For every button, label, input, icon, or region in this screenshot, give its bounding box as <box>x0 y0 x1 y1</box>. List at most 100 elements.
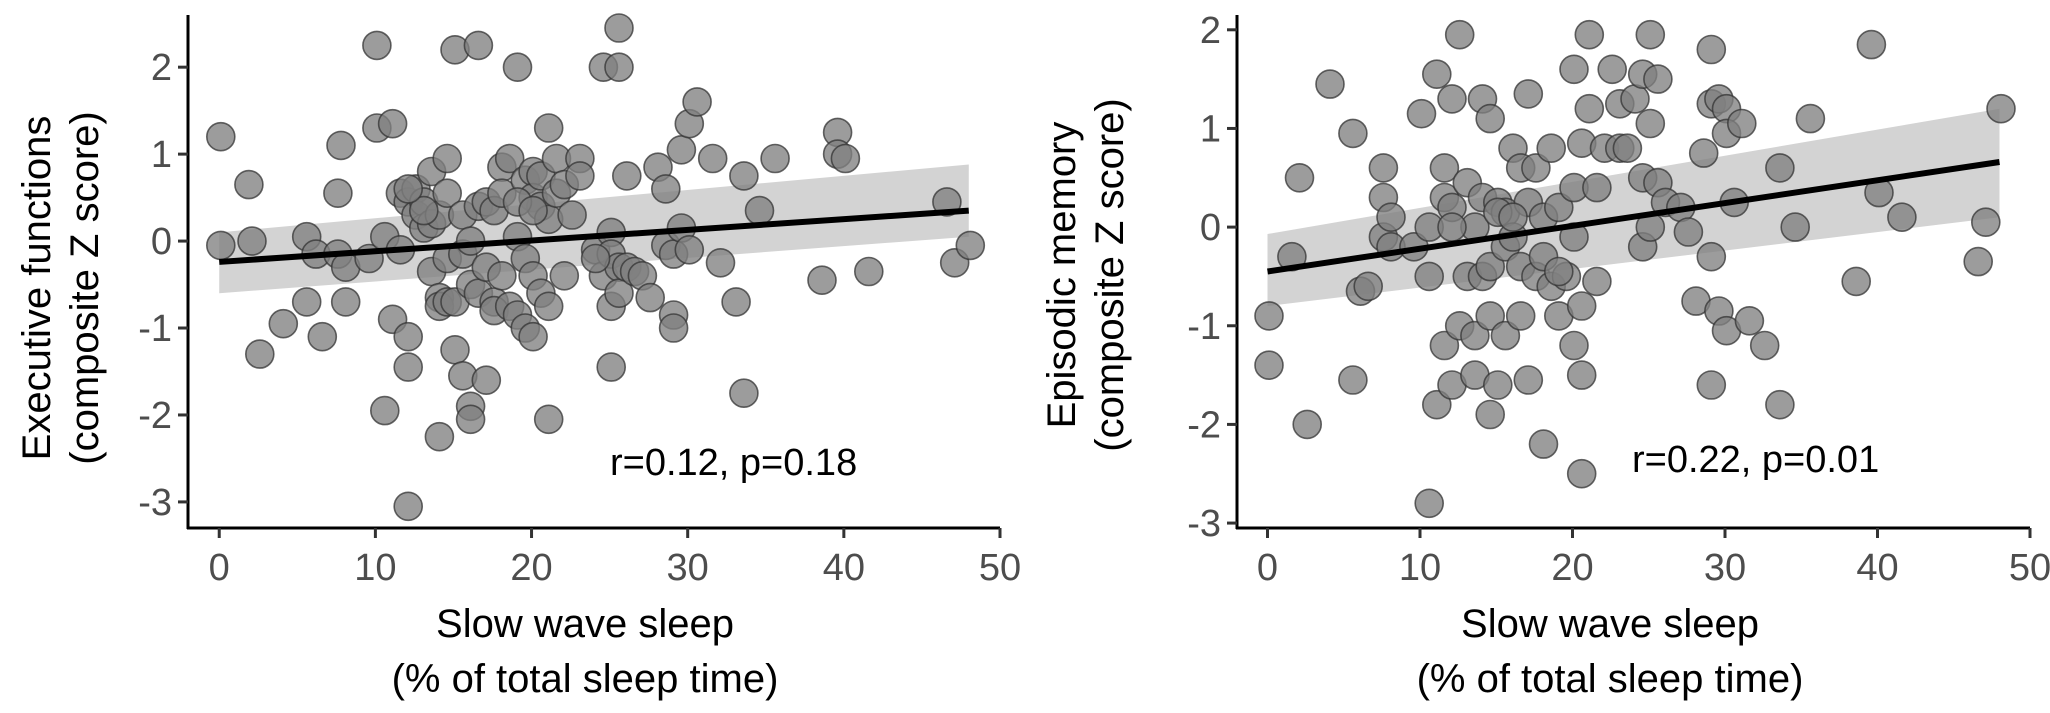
points-layer <box>206 13 986 522</box>
data-point <box>1841 266 1871 297</box>
data-point <box>1566 360 1597 390</box>
y-tick-label: 0 <box>1200 207 1221 249</box>
data-point <box>440 334 470 365</box>
data-point <box>518 321 548 352</box>
correlation-annotation: r=0.22, p=0.01 <box>1632 439 1879 481</box>
data-point <box>1422 389 1452 420</box>
data-point <box>830 143 861 174</box>
correlation-annotation: r=0.12, p=0.18 <box>610 442 857 484</box>
data-point <box>326 130 356 161</box>
data-point <box>1559 54 1589 85</box>
data-point <box>362 30 392 61</box>
data-point <box>1765 389 1795 420</box>
data-point <box>729 161 759 191</box>
data-point <box>1536 133 1566 163</box>
data-point <box>1483 370 1513 400</box>
data-point <box>807 265 837 296</box>
data-point <box>1254 350 1284 381</box>
data-point <box>206 121 236 152</box>
data-point <box>432 143 463 174</box>
data-point <box>1643 64 1673 94</box>
data-point <box>487 260 517 291</box>
data-point <box>330 287 361 317</box>
data-point <box>1856 29 1887 60</box>
data-point <box>744 195 775 226</box>
x-axis-title-line2: (% of total sleep time) <box>1417 657 1804 701</box>
y-tick-label: -1 <box>138 308 172 350</box>
data-point <box>1749 330 1780 361</box>
data-point <box>206 230 236 261</box>
x-tick-label: 0 <box>209 547 230 589</box>
data-point <box>502 52 533 82</box>
data-point <box>533 291 564 322</box>
data-point <box>1437 84 1467 114</box>
data-point <box>424 421 455 452</box>
data-point <box>234 169 264 200</box>
data-point <box>760 143 790 174</box>
y-axis-title-line2: (composite Z score) <box>1088 98 1132 451</box>
data-point <box>635 282 666 313</box>
data-point <box>432 178 463 208</box>
data-point <box>1414 261 1444 292</box>
data-point <box>1513 365 1544 395</box>
y-axis-title-line1: Executive functions <box>15 116 59 461</box>
data-point <box>1688 138 1719 168</box>
x-tick-label: 20 <box>510 547 552 589</box>
ci-band-layer <box>1267 108 2000 307</box>
data-point <box>650 174 681 204</box>
data-point <box>494 143 525 174</box>
data-point <box>1444 19 1475 50</box>
data-point <box>377 108 408 139</box>
data-point <box>1734 305 1765 336</box>
data-point <box>1406 98 1437 129</box>
x-tick-label: 40 <box>1856 547 1898 589</box>
data-point <box>1887 202 1917 232</box>
data-point <box>1574 93 1605 124</box>
data-point <box>1635 19 1666 50</box>
data-point <box>557 200 587 230</box>
data-point <box>1475 103 1505 134</box>
data-point <box>463 30 494 61</box>
data-point <box>1566 291 1597 321</box>
data-point <box>580 243 611 274</box>
data-point <box>1559 330 1589 361</box>
data-point <box>1429 330 1460 361</box>
data-point <box>1673 217 1704 247</box>
axes-layer: 0 10 20 30 40 50 -3 -2 -1 0 1 2 <box>138 15 1021 589</box>
data-point <box>565 161 595 191</box>
data-point <box>1971 207 2001 237</box>
confidence-band <box>1267 108 2000 307</box>
data-point <box>1986 93 2016 124</box>
data-point <box>853 256 884 287</box>
y-tick-label: 2 <box>1200 10 1221 52</box>
points-layer <box>1254 19 2016 519</box>
data-point <box>1635 108 1666 139</box>
y-tick-label: -3 <box>138 482 172 524</box>
y-tick-label: 1 <box>151 134 172 176</box>
x-tick-label: 30 <box>1704 547 1746 589</box>
episodic-memory-panel: 0 10 20 30 40 50 -3 -2 -1 0 1 2 Slow wave sleep (% … <box>1040 10 2050 701</box>
data-point <box>1353 271 1383 302</box>
fit-line-layer <box>1267 159 2000 275</box>
data-point <box>1696 34 1727 65</box>
data-point <box>408 195 439 226</box>
data-point <box>1696 370 1727 400</box>
data-point <box>611 161 642 191</box>
data-point <box>237 226 267 256</box>
regression-line <box>1267 159 2000 275</box>
data-point <box>1498 202 1528 232</box>
data-point <box>1376 202 1406 232</box>
x-tick-label: 50 <box>2009 547 2050 589</box>
data-point <box>1505 301 1536 331</box>
data-point <box>518 195 548 226</box>
data-point <box>549 260 580 291</box>
y-axis-title-line1: Episodic memory <box>1040 122 1084 429</box>
data-point <box>1795 103 1826 134</box>
data-point <box>721 287 751 317</box>
x-tick-label: 40 <box>823 547 865 589</box>
data-point <box>268 308 299 339</box>
x-tick-label: 10 <box>354 547 396 589</box>
x-tick-label: 10 <box>1399 547 1441 589</box>
data-point <box>682 87 712 117</box>
